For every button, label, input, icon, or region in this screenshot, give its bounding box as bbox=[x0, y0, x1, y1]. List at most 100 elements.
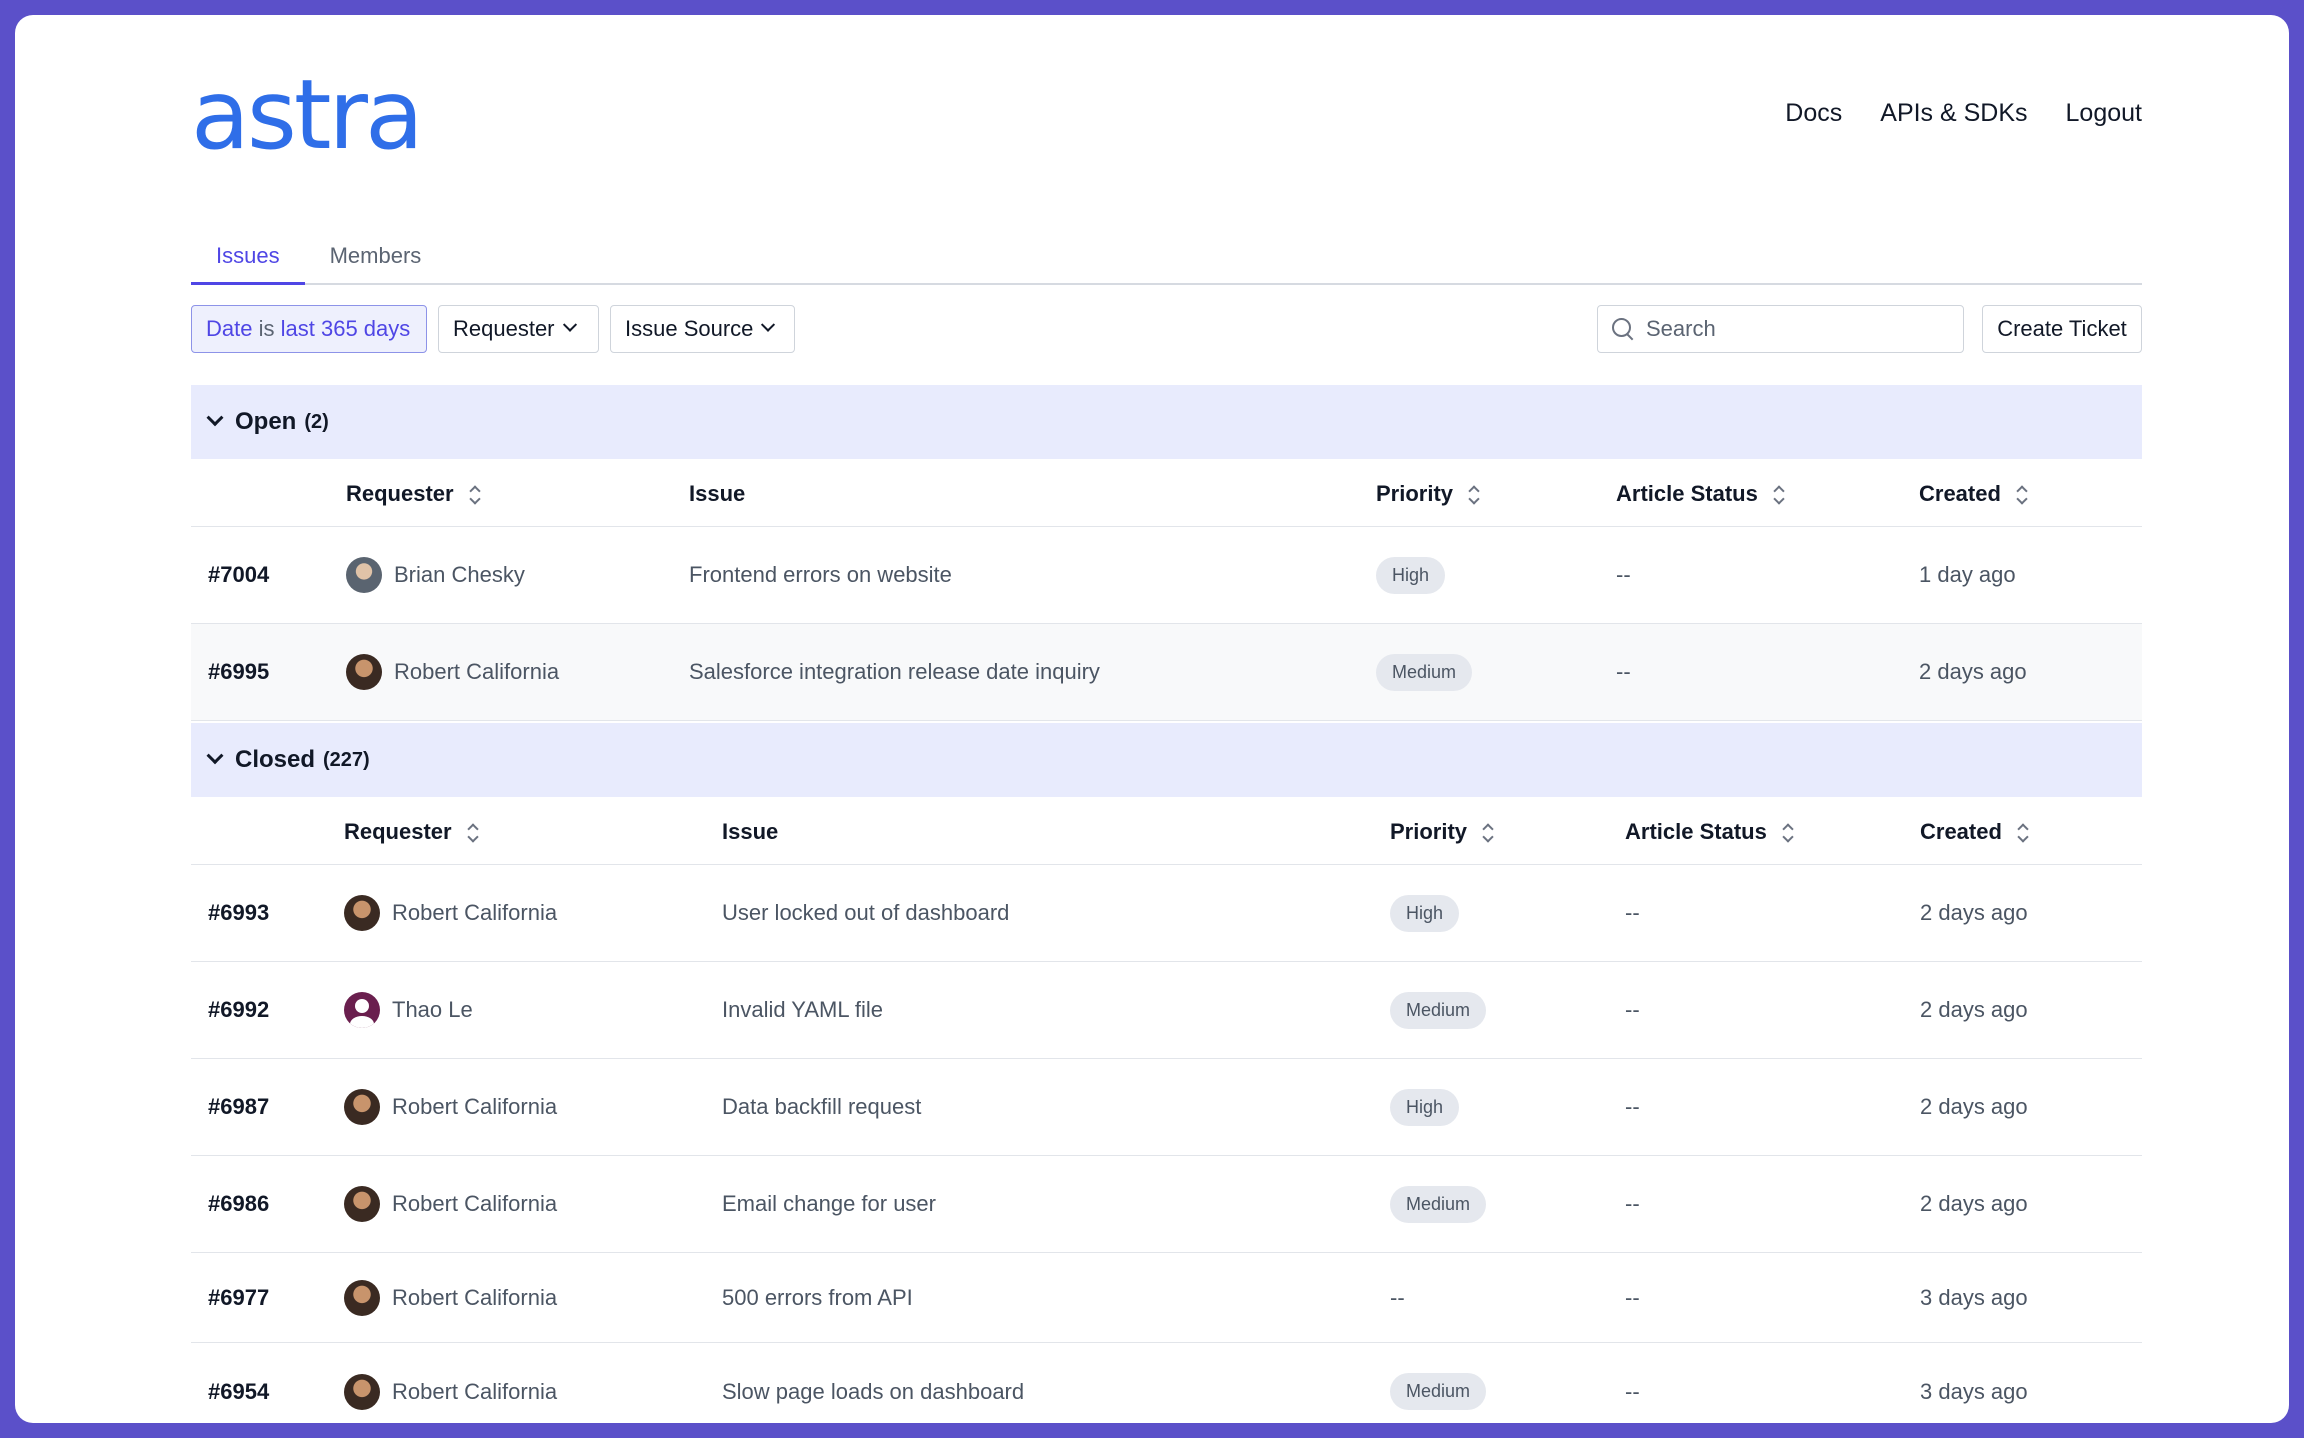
page-header: astra Docs APIs & SDKs Logout bbox=[191, 15, 2142, 185]
priority-badge: Medium bbox=[1390, 1373, 1487, 1410]
requester-name: Thao Le bbox=[392, 997, 473, 1022]
search-box[interactable] bbox=[1597, 305, 1964, 353]
created-time: 3 days ago bbox=[1920, 1378, 2028, 1404]
article-status: -- bbox=[1625, 1191, 1640, 1216]
ticket-id: #6995 bbox=[208, 659, 270, 684]
priority-cell: High bbox=[1376, 527, 1446, 623]
issue-column-header: Issue bbox=[689, 481, 745, 507]
avatar bbox=[344, 1089, 380, 1125]
sort-icon bbox=[1781, 823, 1795, 843]
priority-cell: High bbox=[1390, 1059, 1460, 1155]
requester-column-label: Requester bbox=[344, 819, 452, 844]
closed-group-title: Closed bbox=[235, 746, 316, 773]
table-row[interactable]: #6987 Robert California Data backfill re… bbox=[191, 1059, 2142, 1156]
avatar bbox=[344, 1373, 380, 1410]
requester-name: Robert California bbox=[392, 900, 558, 925]
priority-column-header[interactable]: Priority bbox=[1376, 481, 1481, 507]
avatar bbox=[346, 654, 382, 690]
issue-source-filter-dropdown[interactable]: Issue Source bbox=[610, 305, 795, 353]
open-group-header[interactable]: Open (2) bbox=[191, 385, 2142, 459]
app-window: astra Docs APIs & SDKs Logout Issues Mem… bbox=[15, 15, 2289, 1423]
table-row[interactable]: #7004 Brian Chesky Frontend errors on we… bbox=[191, 527, 2142, 624]
created-time: 2 days ago bbox=[1920, 900, 2028, 925]
date-filter-is: is bbox=[258, 316, 275, 341]
issue-column-header: Issue bbox=[722, 819, 778, 845]
article-status-column-label: Article Status bbox=[1616, 481, 1758, 506]
avatar bbox=[346, 557, 382, 593]
requester-cell: Robert California bbox=[344, 1343, 557, 1423]
ticket-id: #6993 bbox=[208, 900, 270, 925]
avatar bbox=[344, 992, 380, 1028]
ticket-id: #6954 bbox=[208, 1378, 270, 1404]
priority-cell: Medium bbox=[1390, 962, 1487, 1058]
requester-column-header[interactable]: Requester bbox=[346, 481, 482, 507]
article-status-column-header[interactable]: Article Status bbox=[1625, 819, 1795, 845]
created-time: 1 day ago bbox=[1919, 562, 2016, 587]
article-status-column-header[interactable]: Article Status bbox=[1616, 481, 1786, 507]
article-status: -- bbox=[1625, 1094, 1640, 1119]
created-column-header[interactable]: Created bbox=[1919, 481, 2029, 507]
priority-column-label: Priority bbox=[1376, 481, 1454, 506]
table-row[interactable]: #6995 Robert California Salesforce integ… bbox=[191, 624, 2142, 721]
ticket-id: #6992 bbox=[208, 997, 270, 1022]
apis-sdks-link[interactable]: APIs & SDKs bbox=[1880, 99, 2028, 127]
create-ticket-button[interactable]: Create Ticket bbox=[1982, 305, 2142, 353]
tab-issues[interactable]: Issues bbox=[191, 215, 305, 285]
requester-cell: Thao Le bbox=[344, 962, 473, 1058]
priority-badge: Medium bbox=[1390, 1185, 1487, 1223]
open-group-count: (2) bbox=[304, 410, 329, 433]
avatar bbox=[344, 895, 380, 931]
sort-icon bbox=[1481, 823, 1495, 843]
issue-title: User locked out of dashboard bbox=[722, 900, 1010, 925]
chevron-down-icon bbox=[206, 409, 224, 427]
closed-table-header: Requester Issue Priority Article Status … bbox=[191, 797, 2142, 865]
table-row[interactable]: #6993 Robert California User locked out … bbox=[191, 865, 2142, 962]
requester-name: Robert California bbox=[392, 1378, 558, 1404]
ticket-id: #6986 bbox=[208, 1191, 270, 1216]
requester-cell: Robert California bbox=[344, 1156, 557, 1252]
priority-cell: High bbox=[1390, 865, 1460, 961]
sort-icon bbox=[1467, 485, 1481, 505]
issue-column-label: Issue bbox=[689, 481, 746, 506]
created-time: 2 days ago bbox=[1920, 1191, 2028, 1216]
priority-badge: High bbox=[1390, 894, 1460, 932]
date-filter-chip[interactable]: Date is last 365 days bbox=[191, 305, 427, 353]
sort-icon bbox=[2016, 823, 2030, 843]
issue-title: Slow page loads on dashboard bbox=[722, 1378, 1025, 1404]
chevron-down-icon bbox=[562, 317, 577, 332]
requester-column-header[interactable]: Requester bbox=[344, 819, 480, 845]
closed-group-header[interactable]: Closed (227) bbox=[191, 723, 2142, 797]
priority-badge: High bbox=[1376, 556, 1446, 594]
requester-filter-dropdown[interactable]: Requester bbox=[438, 305, 599, 353]
requester-cell: Robert California bbox=[344, 1059, 557, 1155]
table-row[interactable]: #6992 Thao Le Invalid YAML file Medium -… bbox=[191, 962, 2142, 1059]
article-status: -- bbox=[1625, 997, 1640, 1022]
logout-link[interactable]: Logout bbox=[2065, 99, 2142, 127]
tab-members[interactable]: Members bbox=[329, 243, 422, 268]
search-input[interactable] bbox=[1646, 316, 1936, 342]
ticket-id: #6977 bbox=[208, 1284, 270, 1310]
priority-badge: High bbox=[1390, 1088, 1460, 1126]
requester-column-label: Requester bbox=[346, 481, 454, 506]
requester-cell: Robert California bbox=[344, 1253, 557, 1342]
table-row[interactable]: #6954 Robert California Slow page loads … bbox=[191, 1343, 2142, 1423]
table-row[interactable]: #6986 Robert California Email change for… bbox=[191, 1156, 2142, 1253]
priority-badge: Medium bbox=[1376, 653, 1473, 691]
created-column-header[interactable]: Created bbox=[1920, 819, 2030, 845]
filter-bar: Date is last 365 days Requester Issue So… bbox=[191, 305, 2142, 355]
issue-title: Data backfill request bbox=[722, 1094, 922, 1119]
priority-cell: Medium bbox=[1376, 624, 1473, 720]
docs-link[interactable]: Docs bbox=[1785, 99, 1843, 127]
astra-logo[interactable]: astra bbox=[191, 59, 424, 171]
issue-title: Email change for user bbox=[722, 1191, 936, 1216]
table-row[interactable]: #6977 Robert California 500 errors from … bbox=[191, 1253, 2142, 1343]
issue-title: 500 errors from API bbox=[722, 1284, 913, 1310]
article-status: -- bbox=[1625, 1378, 1640, 1404]
priority-column-header[interactable]: Priority bbox=[1390, 819, 1495, 845]
article-status: -- bbox=[1616, 659, 1631, 684]
article-status: -- bbox=[1616, 562, 1631, 587]
sort-icon bbox=[468, 485, 482, 505]
sort-icon bbox=[1772, 485, 1786, 505]
priority-cell: -- bbox=[1390, 1284, 1405, 1310]
created-time: 2 days ago bbox=[1920, 997, 2028, 1022]
